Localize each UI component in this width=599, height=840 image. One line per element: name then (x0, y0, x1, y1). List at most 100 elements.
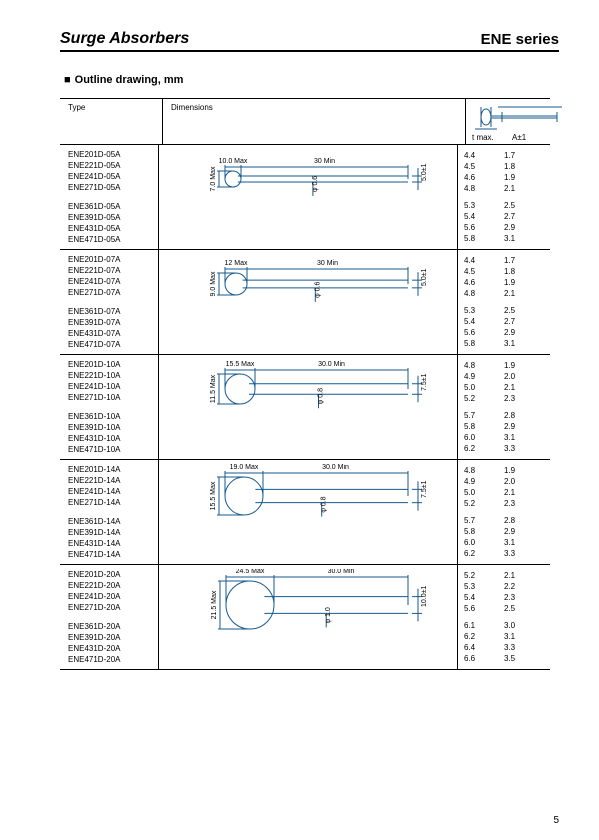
value-row: 6.43.3 (464, 642, 550, 653)
type-column: ENE201D-14AENE221D-14AENE241D-14AENE271D… (60, 460, 159, 564)
type-cell: ENE471D-10A (68, 444, 158, 455)
svg-text:7.0 Max: 7.0 Max (210, 166, 217, 191)
type-cell: ENE201D-20A (68, 569, 158, 580)
diagram-column: 10.0 Max 30 Min 7.0 Max 5.0±1 φ 0.6 (159, 145, 458, 249)
svg-text:φ 0.6: φ 0.6 (314, 282, 321, 298)
type-cell: ENE431D-14A (68, 538, 158, 549)
svg-text:30 Min: 30 Min (317, 260, 338, 267)
value-row: 6.13.0 (464, 620, 550, 631)
diagram-column: 12 Max 30 Min 9.0 Max 5.0±1 φ 0.6 (159, 250, 458, 354)
value-row: 6.03.1 (464, 432, 550, 443)
value-row: 5.82.9 (464, 421, 550, 432)
dimension-group: ENE201D-14AENE221D-14AENE241D-14AENE271D… (60, 460, 550, 565)
value-row: 4.82.1 (464, 183, 550, 194)
type-cell: ENE221D-05A (68, 160, 158, 171)
type-cell: ENE221D-07A (68, 265, 158, 276)
type-cell: ENE201D-07A (68, 254, 158, 265)
outline-drawing-icon: 12 Max 30 Min 9.0 Max 5.0±1 φ 0.6 (178, 254, 438, 350)
value-row: 5.83.1 (464, 338, 550, 349)
type-cell: ENE431D-10A (68, 433, 158, 444)
value-row: 5.42.3 (464, 592, 550, 603)
outline-drawing-icon: 19.0 Max 30.0 Min 15.5 Max 7.5±1 φ 0.8 (178, 464, 438, 560)
svg-text:7.5±1: 7.5±1 (421, 373, 428, 391)
type-column: ENE201D-07AENE221D-07AENE241D-07AENE271D… (60, 250, 159, 354)
values-column: 4.41.74.51.84.61.94.82.15.32.55.42.75.62… (458, 250, 550, 354)
type-cell: ENE241D-20A (68, 591, 158, 602)
type-cell: ENE241D-10A (68, 381, 158, 392)
value-row: 5.62.9 (464, 327, 550, 338)
col-header-a: A±1 (512, 133, 550, 142)
value-row: 4.81.9 (464, 465, 550, 476)
value-row: 4.61.9 (464, 172, 550, 183)
value-row: 5.22.3 (464, 393, 550, 404)
svg-text:30.0 Min: 30.0 Min (328, 569, 355, 575)
svg-text:30.0 Min: 30.0 Min (318, 361, 345, 368)
svg-text:24.5 Max: 24.5 Max (236, 569, 265, 575)
header-right: ENE series (481, 31, 559, 48)
diagram-column: 24.5 Max 30.0 Min 21.5 Max 10.0±1 φ 1.0 (159, 565, 458, 669)
value-row: 5.82.9 (464, 526, 550, 537)
svg-text:15.5 Max: 15.5 Max (226, 361, 255, 368)
col-header-t: t max. (466, 133, 512, 142)
value-row: 5.02.1 (464, 487, 550, 498)
type-cell: ENE221D-20A (68, 580, 158, 591)
svg-text:21.5 Max: 21.5 Max (211, 590, 218, 619)
svg-text:11.5 Max: 11.5 Max (210, 374, 217, 403)
type-cell: ENE361D-10A (68, 411, 158, 422)
values-column: 4.81.94.92.05.02.15.22.3 5.72.85.82.96.03… (458, 460, 550, 564)
type-cell: ENE221D-14A (68, 475, 158, 486)
type-cell: ENE271D-10A (68, 392, 158, 403)
svg-text:30.0 Min: 30.0 Min (322, 464, 349, 471)
value-row: 6.23.3 (464, 443, 550, 454)
value-row: 6.63.5 (464, 653, 550, 664)
value-row: 4.92.0 (464, 476, 550, 487)
value-row: 5.72.8 (464, 515, 550, 526)
value-row: 4.81.9 (464, 360, 550, 371)
type-column: ENE201D-20AENE221D-20AENE241D-20AENE271D… (60, 565, 159, 669)
type-cell: ENE241D-14A (68, 486, 158, 497)
value-row: 5.42.7 (464, 211, 550, 222)
type-cell: ENE361D-07A (68, 306, 158, 317)
value-row: 4.41.7 (464, 150, 550, 161)
values-column: 4.81.94.92.05.02.15.22.35.72.85.82.96.03… (458, 355, 550, 459)
type-cell: ENE361D-05A (68, 201, 158, 212)
value-row: 4.61.9 (464, 277, 550, 288)
page-header: Surge Absorbers ENE series (60, 30, 559, 52)
col-header-type: Type (60, 99, 163, 144)
value-row: 5.32.5 (464, 200, 550, 211)
outline-drawing-icon: 15.5 Max 30.0 Min 11.5 Max 7.5±1 φ 0.8 (178, 359, 438, 455)
type-cell: ENE431D-05A (68, 223, 158, 234)
value-row: 4.51.8 (464, 266, 550, 277)
dimension-group: ENE201D-07AENE221D-07AENE241D-07AENE271D… (60, 250, 550, 355)
type-cell: ENE201D-10A (68, 359, 158, 370)
svg-text:9.0 Max: 9.0 Max (210, 271, 217, 296)
value-row: 5.22.3 (464, 498, 550, 509)
value-row: 5.32.5 (464, 305, 550, 316)
col-header-dimensions: Dimensions (163, 99, 466, 144)
svg-text:30 Min: 30 Min (314, 158, 335, 165)
dimension-group: ENE201D-05AENE221D-05AENE241D-05AENE271D… (60, 145, 550, 250)
value-row: 4.41.7 (464, 255, 550, 266)
svg-text:5.0±1: 5.0±1 (421, 163, 428, 181)
type-cell: ENE431D-07A (68, 328, 158, 339)
diagram-column: 15.5 Max 30.0 Min 11.5 Max 7.5±1 φ 0.8 (159, 355, 458, 459)
value-row: 5.32.2 (464, 581, 550, 592)
type-cell: ENE391D-20A (68, 632, 158, 643)
value-row: 6.03.1 (464, 537, 550, 548)
page-number: 5 (553, 815, 559, 826)
type-cell: ENE361D-20A (68, 621, 158, 632)
type-column: ENE201D-10AENE221D-10AENE241D-10AENE271D… (60, 355, 159, 459)
type-cell: ENE431D-20A (68, 643, 158, 654)
svg-text:φ 0.6: φ 0.6 (312, 176, 319, 192)
outline-drawing-icon: 10.0 Max 30 Min 7.0 Max 5.0±1 φ 0.6 (178, 149, 438, 245)
svg-text:φ 0.8: φ 0.8 (318, 388, 325, 404)
value-row: 5.62.9 (464, 222, 550, 233)
value-row: 5.72.8 (464, 410, 550, 421)
type-cell: ENE221D-10A (68, 370, 158, 381)
svg-text:10.0 Max: 10.0 Max (219, 158, 248, 165)
value-row: 5.83.1 (464, 233, 550, 244)
type-cell: ENE471D-07A (68, 339, 158, 350)
value-row: 4.82.1 (464, 288, 550, 299)
value-row: 4.92.0 (464, 371, 550, 382)
dimension-group: ENE201D-20AENE221D-20AENE241D-20AENE271D… (60, 565, 550, 669)
